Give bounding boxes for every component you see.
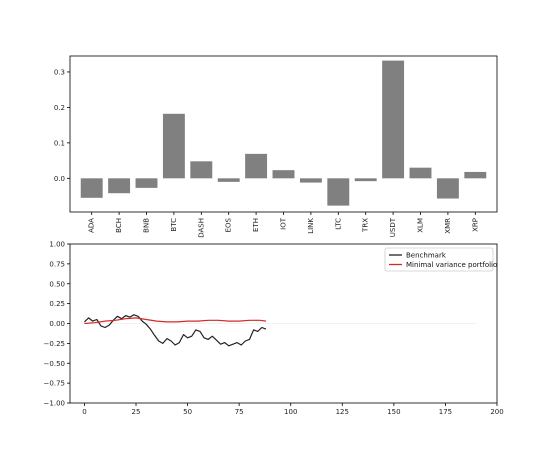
x-tick-label: BTC (170, 218, 178, 232)
bar-LINK (299, 178, 322, 183)
x-tick-label: LTC (334, 218, 342, 230)
x-tick-label: LINK (307, 218, 315, 234)
x-tick-label: 100 (284, 408, 297, 416)
bar-XMR (436, 178, 459, 199)
x-tick-label: 75 (235, 408, 244, 416)
bar-LTC (327, 178, 350, 206)
legend-box (384, 247, 494, 272)
y-tick-label: 0.0 (54, 175, 65, 183)
bar-XLM (409, 167, 432, 179)
x-tick-label: USDT (389, 217, 397, 237)
legend-label: Benchmark (406, 252, 447, 260)
y-tick-label: −0.50 (44, 360, 65, 368)
x-tick-label: 50 (183, 408, 192, 416)
bar-BTC (162, 113, 185, 179)
x-tick-label: 25 (132, 408, 141, 416)
x-tick-label: ADA (88, 218, 96, 233)
y-tick-label: 0.75 (49, 260, 65, 268)
x-tick-label: DASH (197, 218, 205, 238)
y-tick-label: 1.00 (49, 241, 65, 249)
y-tick-label: 0.50 (49, 280, 65, 288)
y-tick-label: 0.1 (54, 139, 65, 147)
bar-BNB (135, 178, 158, 188)
x-tick-label: 150 (387, 408, 400, 416)
bar-plot-frame (69, 55, 498, 213)
y-tick-label: −0.75 (44, 380, 65, 388)
x-tick-label: XLM (417, 218, 425, 233)
x-tick-label: IOT (280, 217, 288, 230)
bar-XRP (464, 171, 487, 179)
x-tick-label: 0 (82, 408, 86, 416)
bar-DASH (190, 161, 213, 179)
bar-chart-panel: ADA BCH BNB BTC DASH EOS ETH IOT LINK LTC TRX USDT X… (54, 55, 498, 238)
x-tick-label: 200 (490, 408, 503, 416)
legend-label: Minimal variance portfolio (406, 261, 497, 269)
series-line-minimal-variance-portfolio (84, 317, 267, 325)
x-tick-label: 175 (439, 408, 452, 416)
x-tick-label: EOS (225, 217, 233, 232)
bar-BCH (108, 178, 131, 194)
x-tick-label: 125 (336, 408, 349, 416)
x-tick-label: XMR (444, 218, 452, 234)
x-tick-label: BNB (143, 218, 151, 233)
x-tick-label: ETH (252, 218, 260, 232)
y-tick-label: −0.25 (44, 340, 65, 348)
bar-ETH (245, 153, 268, 179)
bar-USDT (382, 60, 405, 179)
y-tick-label: 0.25 (49, 300, 65, 308)
x-tick-label: BCH (115, 218, 123, 233)
bar-TRX (354, 178, 377, 182)
y-tick-label: −1.00 (44, 400, 65, 408)
bar-IOT (272, 170, 295, 179)
y-tick-label: 0.00 (49, 320, 65, 328)
y-tick-label: 0.3 (54, 68, 65, 76)
bar-ADA (80, 178, 103, 198)
line-chart-panel: 0 25 50 75 100 125 150 175 200 −1.00 −0.75 −0.50 −0.… (44, 241, 504, 417)
bar-EOS (217, 178, 240, 182)
series-line-benchmark (83, 314, 267, 347)
y-tick-label: 0.2 (54, 104, 65, 112)
x-tick-label: TRX (362, 218, 370, 233)
x-tick-label: XRP (471, 218, 479, 232)
